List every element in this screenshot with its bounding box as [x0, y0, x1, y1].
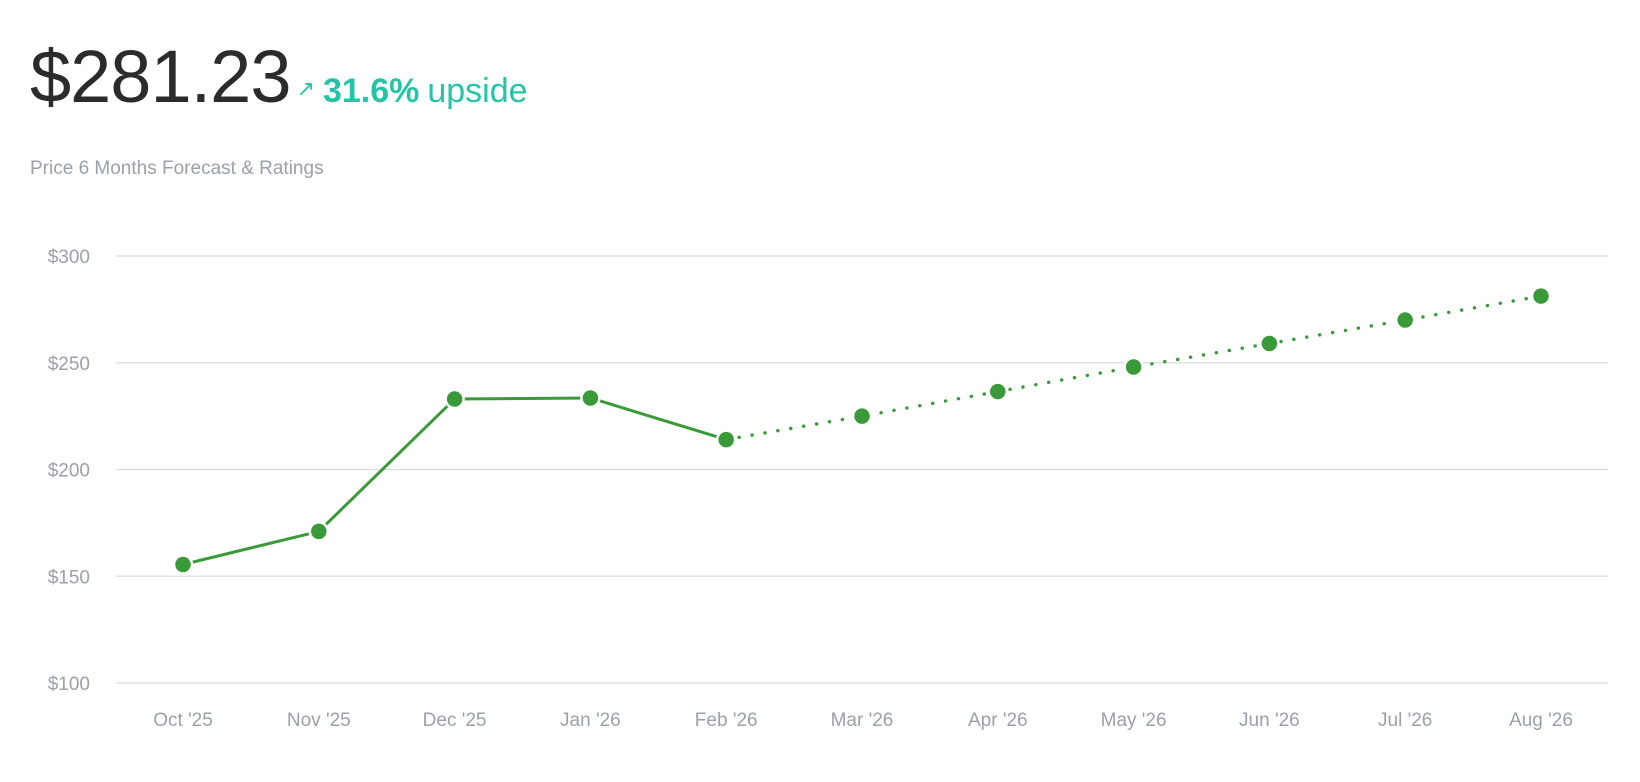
x-tick-label: Jun '26 [1239, 710, 1300, 731]
north-east-arrow-icon: ↗ [296, 76, 315, 101]
data-point[interactable] [308, 521, 330, 542]
upside-value: 31.6% [322, 72, 420, 110]
x-tick-label: Nov '25 [287, 710, 351, 731]
grid-layer [116, 255, 1608, 684]
data-point[interactable] [1259, 333, 1280, 354]
y-tick-label: $100 [48, 674, 90, 695]
x-tick-label: May '26 [1101, 710, 1167, 731]
data-point[interactable] [1394, 309, 1416, 331]
x-tick-label: Aug '26 [1509, 710, 1573, 731]
x-tick-label: Jul '26 [1378, 710, 1432, 731]
x-tick-label: Jan '26 [560, 710, 621, 731]
y-axis-labels: $300 $250 $200 $150 $100 [48, 247, 90, 695]
data-point[interactable] [715, 429, 737, 450]
x-axis-labels: Oct '25 Nov '25 Dec '25 Jan '26 Feb '26 Mar '… [153, 710, 1573, 731]
x-tick-label: Apr '26 [968, 710, 1028, 731]
x-tick-label: Feb '26 [695, 710, 758, 731]
price-header: $281.23 ↗ 31.6% upside [30, 40, 528, 114]
chart-subtitle: Price 6 Months Forecast & Ratings [30, 158, 324, 179]
data-point[interactable] [580, 387, 601, 409]
y-tick-label: $300 [48, 247, 90, 268]
history-line [181, 396, 728, 567]
data-point[interactable] [172, 554, 194, 575]
data-point[interactable] [987, 381, 1009, 402]
y-tick-label: $150 [48, 567, 90, 588]
series-lines [181, 294, 1543, 567]
y-tick-label: $250 [48, 354, 90, 375]
upside-label: upside [427, 72, 528, 110]
data-points [172, 285, 1552, 575]
data-point[interactable] [1530, 285, 1552, 307]
current-price: $281.23 [30, 35, 291, 118]
y-tick-label: $200 [48, 461, 90, 482]
x-tick-label: Oct '25 [153, 710, 213, 731]
data-point[interactable] [1123, 356, 1144, 378]
data-point[interactable] [444, 388, 465, 410]
upside-indicator: ↗ 31.6% upside [297, 72, 528, 111]
data-point[interactable] [851, 405, 873, 427]
x-tick-label: Dec '25 [423, 710, 487, 731]
x-tick-label: Mar '26 [831, 710, 894, 731]
